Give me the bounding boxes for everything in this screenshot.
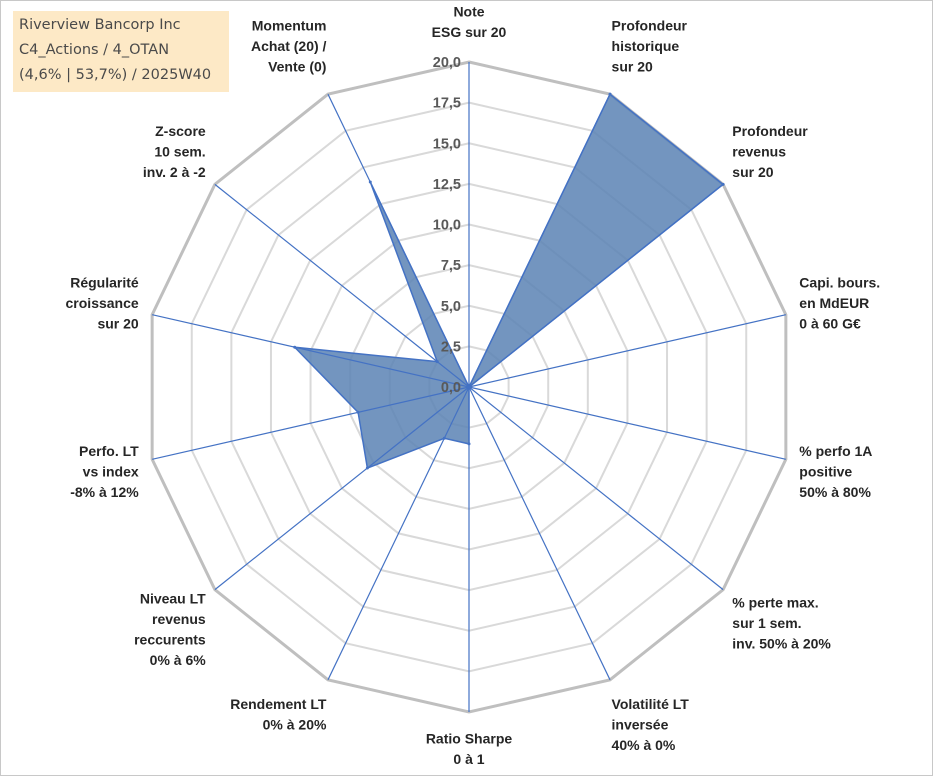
category-label: Volatilité LT [612, 696, 690, 712]
category-label: revenus [732, 144, 786, 160]
category-label: Note [453, 4, 484, 20]
data-point [435, 360, 439, 364]
category-label: sur 20 [732, 164, 773, 180]
category-label: 0% à 20% [263, 717, 327, 733]
series-area [292, 93, 725, 470]
chart-header: Riverview Bancorp Inc C4_Actions / 4_OTA… [13, 11, 229, 92]
axis-spoke [327, 93, 470, 388]
axis-spoke [468, 386, 786, 460]
category-label: 50% à 80% [799, 484, 871, 500]
data-point [365, 466, 369, 470]
data-point [442, 436, 446, 440]
data-point [721, 182, 725, 186]
category-label: Z-score [155, 123, 206, 139]
tick-label: 17,5 [433, 96, 461, 112]
category-label: Perfo. LT [79, 443, 139, 459]
axis-spoke [468, 386, 611, 681]
category-label: Profondeur [612, 17, 688, 33]
data-point [293, 345, 297, 349]
category-label: revenus [152, 611, 206, 627]
data-point [467, 442, 471, 446]
axis-spoke [468, 386, 724, 591]
axis-spoke [468, 314, 786, 388]
axis-spoke [152, 314, 470, 388]
category-label: 10 sem. [154, 144, 205, 160]
portfolio-path: C4_Actions / 4_OTAN [19, 42, 170, 58]
tick-label: 20,0 [433, 55, 461, 71]
category-label: inv. 2 à -2 [143, 164, 206, 180]
category-label: Niveau LT [140, 590, 206, 606]
axis-spoke [214, 386, 470, 591]
tick-label: 12,5 [433, 177, 461, 193]
category-label: 0 à 1 [453, 751, 484, 767]
category-label: % perfo 1A [799, 443, 872, 459]
category-label: positive [799, 463, 852, 479]
tick-label: 15,0 [433, 136, 461, 152]
category-label: 0 à 60 G€ [799, 316, 861, 332]
category-label: sur 20 [612, 58, 653, 74]
axis-spoke [327, 386, 470, 681]
axis-spoke [152, 386, 470, 460]
category-label: Achat (20) / [251, 38, 327, 54]
tick-label: 2,5 [441, 339, 461, 355]
category-label: Capi. bours. [799, 275, 880, 291]
category-label: % perte max. [732, 594, 818, 610]
category-label: sur 1 sem. [732, 615, 801, 631]
category-label: -8% à 12% [70, 484, 139, 500]
category-label: 0% à 6% [150, 652, 207, 668]
tick-label: 10,0 [433, 218, 461, 234]
tick-label: 5,0 [441, 299, 461, 315]
category-label: Régularité [70, 275, 139, 291]
score-summary: (4,6% | 53,7%) / 2025W40 [19, 67, 212, 83]
tick-label: 0,0 [441, 380, 461, 396]
axis-spoke [468, 183, 724, 388]
category-label: en MdEUR [799, 295, 869, 311]
category-label: vs index [83, 463, 139, 479]
category-label: reccurents [134, 631, 206, 647]
data-point [467, 385, 471, 389]
data-point [608, 92, 612, 96]
category-label: croissance [66, 295, 139, 311]
company-name: Riverview Bancorp Inc [19, 17, 181, 33]
category-label: ESG sur 20 [432, 24, 507, 40]
category-label: historique [612, 38, 680, 54]
axis-spoke [468, 93, 611, 388]
category-label: Rendement LT [230, 696, 327, 712]
category-label: inv. 50% à 20% [732, 635, 831, 651]
category-label: Profondeur [732, 123, 808, 139]
category-label: Momentum [252, 17, 327, 33]
tick-label: 7,5 [441, 258, 461, 274]
category-label: Vente (0) [268, 58, 326, 74]
axis-spoke [214, 183, 470, 388]
data-point [368, 180, 372, 184]
data-point [356, 410, 360, 414]
category-label: sur 20 [97, 316, 138, 332]
category-label: inversée [612, 717, 669, 733]
category-label: Ratio Sharpe [426, 731, 513, 747]
category-label: 40% à 0% [612, 737, 676, 753]
